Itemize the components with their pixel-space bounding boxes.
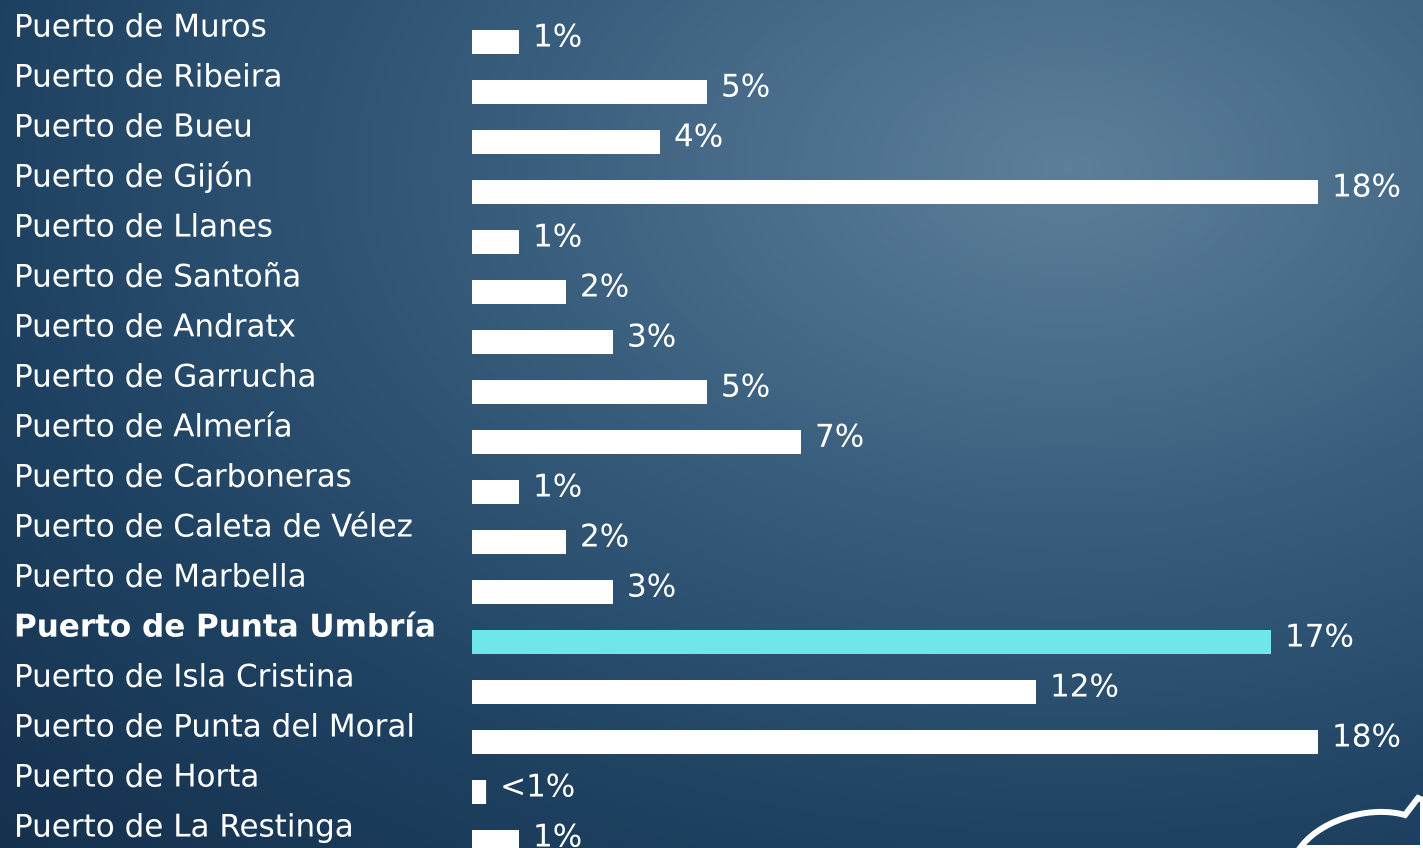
bar	[472, 830, 519, 848]
value-label: 18%	[1332, 719, 1401, 755]
bar	[472, 180, 1318, 204]
category-label: Puerto de Marbella	[14, 559, 307, 595]
category-label: Puerto de Almería	[14, 409, 293, 445]
value-label: 7%	[815, 419, 864, 455]
category-label: Puerto de La Restinga	[14, 809, 354, 845]
value-label: 12%	[1050, 669, 1119, 705]
value-label: 4%	[674, 119, 723, 155]
bar	[472, 80, 707, 104]
category-label: Puerto de Santoña	[14, 259, 301, 295]
value-label: 3%	[627, 319, 676, 355]
value-label: 1%	[533, 19, 582, 55]
category-label: Puerto de Garrucha	[14, 359, 317, 395]
value-label: 5%	[721, 369, 770, 405]
bar	[472, 30, 519, 54]
category-label: Puerto de Muros	[14, 9, 267, 45]
bar	[472, 330, 613, 354]
value-label: 5%	[721, 69, 770, 105]
bar	[472, 530, 566, 554]
category-label: Puerto de Gijón	[14, 159, 253, 195]
bar	[472, 480, 519, 504]
value-label: 2%	[580, 519, 629, 555]
bar	[472, 230, 519, 254]
value-label: 1%	[533, 469, 582, 505]
category-label: Puerto de Llanes	[14, 209, 273, 245]
bar	[472, 580, 613, 604]
chart: Puerto de Muros 1% Puerto de Ribeira 5% Puer…	[0, 0, 1423, 848]
category-label: Puerto de Carboneras	[14, 459, 352, 495]
category-label: Puerto de Ribeira	[14, 59, 282, 95]
value-label: 1%	[533, 219, 582, 255]
value-label: 17%	[1285, 619, 1354, 655]
bar	[472, 380, 707, 404]
category-label: Puerto de Andratx	[14, 309, 296, 345]
value-label: 1%	[533, 819, 582, 848]
bar	[472, 730, 1318, 754]
category-label: Puerto de Bueu	[14, 109, 253, 145]
bar	[472, 430, 801, 454]
background: Puerto de Muros 1% Puerto de Ribeira 5% Puer…	[0, 0, 1423, 848]
value-label: 18%	[1332, 169, 1401, 205]
category-label: Puerto de Isla Cristina	[14, 659, 355, 695]
bar	[472, 680, 1036, 704]
bar	[472, 780, 486, 804]
bar	[472, 630, 1271, 654]
category-label: Puerto de Horta	[14, 759, 259, 795]
fish-logo	[1300, 798, 1423, 848]
value-label: <1%	[500, 769, 575, 805]
category-label: Puerto de Caleta de Vélez	[14, 509, 413, 545]
bar	[472, 280, 566, 304]
category-label: Puerto de Punta Umbría	[14, 609, 436, 645]
value-label: 3%	[627, 569, 676, 605]
bar	[472, 130, 660, 154]
category-label: Puerto de Punta del Moral	[14, 709, 415, 745]
value-label: 2%	[580, 269, 629, 305]
